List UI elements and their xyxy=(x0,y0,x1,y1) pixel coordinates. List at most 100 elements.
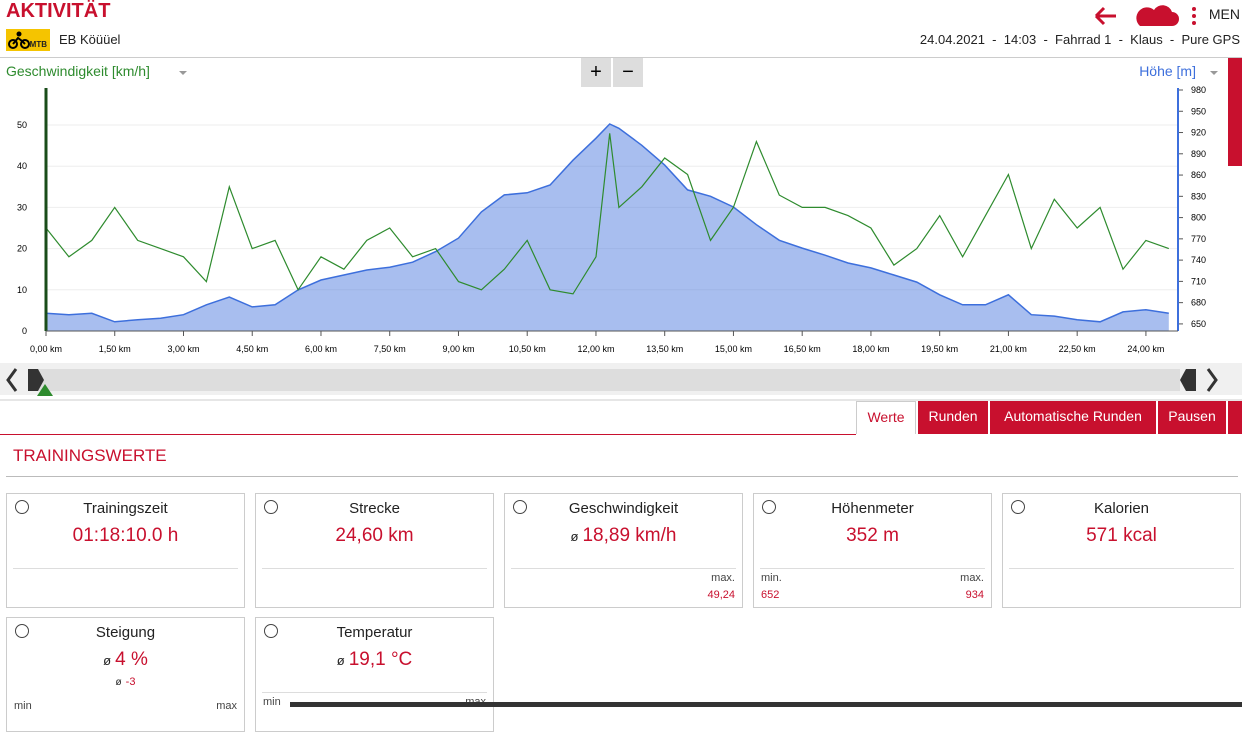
bike-icon xyxy=(8,31,30,49)
side-toolbar[interactable] xyxy=(1228,58,1242,166)
y-axis-label: Geschwindigkeit [km/h] xyxy=(6,63,150,79)
value-text: 19,1 °C xyxy=(348,649,413,670)
value-text: 18,89 km/h xyxy=(582,525,677,546)
card-icon xyxy=(264,500,278,514)
scroll-right[interactable] xyxy=(1206,368,1218,392)
badge-label: MTB xyxy=(29,40,47,49)
divider xyxy=(6,476,1238,477)
y2-tick-label: 770 xyxy=(1191,234,1206,244)
card-title: Kalorien xyxy=(1093,500,1150,517)
subvalue-text: -3 xyxy=(125,676,136,688)
x-tick-label: 0,00 km xyxy=(30,344,62,354)
cloud-icon[interactable] xyxy=(1136,5,1179,26)
y2-tick-label: 890 xyxy=(1191,149,1206,159)
activity-info: 24.04.2021 - 14:03 - Fahrrad 1 - Klaus -… xyxy=(919,32,1240,47)
y-tick-label: 0 xyxy=(22,326,27,336)
card-divider xyxy=(760,568,985,569)
value-prefix: ø xyxy=(103,653,112,668)
x-tick-label: 13,50 km xyxy=(646,344,683,354)
x-tick-label: 21,00 km xyxy=(990,344,1027,354)
card-icon xyxy=(762,500,776,514)
x-tick-label: 1,50 km xyxy=(99,344,131,354)
value-text: 4 % xyxy=(115,649,148,670)
y2-tick-label: 650 xyxy=(1191,319,1206,329)
card-divider xyxy=(1009,568,1234,569)
value-text: 352 m xyxy=(846,525,899,546)
stat-card: Höhenmeter 352 m min. 652 max. 934 xyxy=(753,493,992,608)
line xyxy=(45,123,1169,323)
y2-tick-label: 740 xyxy=(1191,255,1206,265)
chart: + − Geschwindigkeit [km/h] Höhe [m] 0 10 2… xyxy=(0,58,1242,401)
card-value: 24,60 km xyxy=(256,525,493,547)
card-divider xyxy=(511,568,736,569)
y-tick-label: 30 xyxy=(17,202,27,212)
activity-name: EB Köüüel xyxy=(59,32,121,47)
min-label: min xyxy=(14,700,32,712)
value-prefix: ø xyxy=(570,529,579,544)
tab[interactable]: Werte xyxy=(856,401,916,434)
x-tick-label: 4,50 km xyxy=(236,344,268,354)
stat-card: Steigung ø 4 % ø -3 min max xyxy=(6,617,245,732)
header-icons xyxy=(1094,5,1196,26)
stat-card: Kalorien 571 kcal xyxy=(1002,493,1241,608)
y-tick-label: 10 xyxy=(17,285,27,295)
x-tick-label: 18,00 km xyxy=(852,344,889,354)
scrollbar xyxy=(290,702,1242,707)
value-text: 571 kcal xyxy=(1086,525,1157,546)
zoom-out-label: − xyxy=(622,61,634,83)
x-tick-label: 15,00 km xyxy=(715,344,752,354)
y-tick-label: 50 xyxy=(17,120,27,130)
zoom-in-label: + xyxy=(590,61,602,83)
line xyxy=(45,133,1170,295)
tab[interactable]: Runden xyxy=(918,401,988,434)
min-value: 652 xyxy=(761,589,780,601)
tab[interactable]: Automatische Runden xyxy=(990,401,1156,434)
card-icon xyxy=(15,624,29,638)
range-slider[interactable] xyxy=(30,369,1180,391)
card-icon xyxy=(264,624,278,638)
stat-card: Geschwindigkeit ø 18,89 km/h max. 49,24 xyxy=(504,493,743,608)
zoom-in[interactable] xyxy=(581,58,611,87)
card-icon xyxy=(513,500,527,514)
x-tick-label: 16,50 km xyxy=(784,344,821,354)
scroll-left[interactable] xyxy=(6,368,18,392)
tab-menu[interactable] xyxy=(1228,401,1242,434)
position-handle[interactable] xyxy=(37,384,53,396)
tab[interactable]: Pausen xyxy=(1158,401,1226,434)
y2-tick-label: 680 xyxy=(1191,298,1206,308)
card-title: Trainingszeit xyxy=(83,500,168,517)
x-tick-label: 9,00 km xyxy=(442,344,474,354)
back-icon[interactable] xyxy=(1094,6,1116,26)
card-title: Temperatur xyxy=(336,624,413,641)
card-divider xyxy=(262,568,487,569)
y2-tick-label: 980 xyxy=(1191,85,1206,95)
card-title: Höhenmeter xyxy=(831,500,914,517)
menu-label[interactable]: MEN xyxy=(1208,6,1240,22)
card-value: ø 19,1 °C xyxy=(256,649,493,671)
card-value: 01:18:10.0 h xyxy=(7,525,244,547)
y2-tick-label: 920 xyxy=(1191,128,1206,138)
y2-tick-label: 800 xyxy=(1191,213,1206,223)
x-tick-label: 7,50 km xyxy=(374,344,406,354)
max-label: max xyxy=(216,700,237,712)
card-icon xyxy=(1011,500,1025,514)
x-tick-label: 3,00 km xyxy=(167,344,199,354)
sport-badge: MTB xyxy=(6,29,50,51)
value-prefix: ø xyxy=(115,677,122,688)
x-tick-label: 6,00 km xyxy=(305,344,337,354)
y-tick-label: 20 xyxy=(17,244,27,254)
x-tick-label: 10,50 km xyxy=(509,344,546,354)
card-divider xyxy=(13,568,238,569)
divider xyxy=(0,434,856,435)
stat-card: Trainingszeit 01:18:10.0 h xyxy=(6,493,245,608)
x-tick-label: 22,50 km xyxy=(1059,344,1096,354)
max-label: max. xyxy=(960,572,984,584)
max-value: 934 xyxy=(965,589,984,601)
zoom-out[interactable] xyxy=(613,58,643,87)
card-subvalue: ø -3 xyxy=(7,676,244,688)
y2-tick-label: 860 xyxy=(1191,170,1206,180)
y2-tick-label: 950 xyxy=(1191,106,1206,116)
